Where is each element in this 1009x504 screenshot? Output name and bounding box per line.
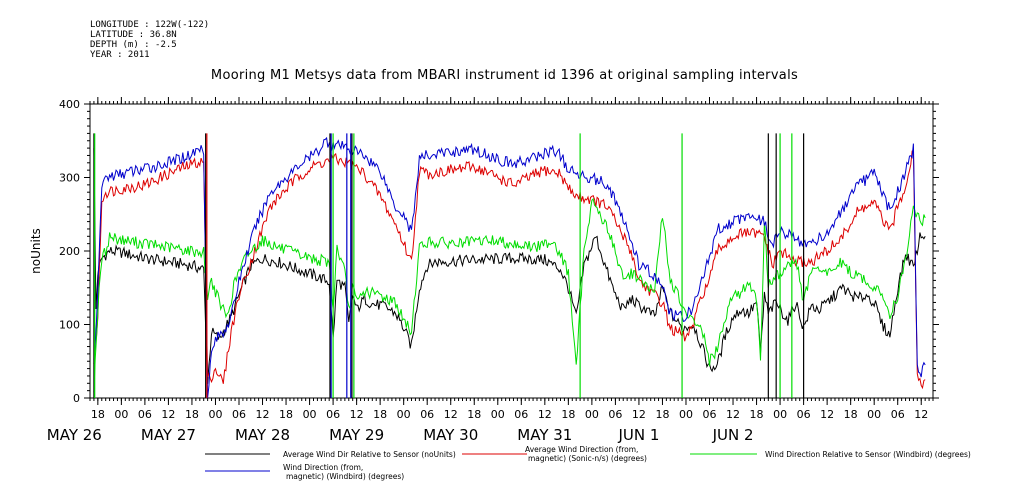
series-line <box>93 148 926 384</box>
x-tick-label: 06 <box>514 408 528 421</box>
plot-frame <box>89 103 934 399</box>
x-date-label: JUN 2 <box>712 426 754 444</box>
legend-label-line2: magnetic) (Windbird) (degrees) <box>286 472 404 481</box>
legend: Average Wind Dir Relative to Sensor (noU… <box>205 445 971 481</box>
x-tick-label: 12 <box>914 408 928 421</box>
depth-text: DEPTH (m) : -2.5 <box>90 40 177 50</box>
x-date-label: MAY 29 <box>329 426 384 444</box>
y-tick-label: 0 <box>73 392 80 405</box>
year-text: YEAR : 2011 <box>90 50 150 60</box>
series-layer <box>93 133 926 399</box>
x-tick-label: 06 <box>608 408 622 421</box>
legend-label: Average Wind Dir Relative to Sensor (noU… <box>283 450 456 459</box>
series-line <box>93 136 926 399</box>
x-tick-label: 18 <box>185 408 199 421</box>
x-tick-label: 00 <box>397 408 411 421</box>
y-tick-label: 400 <box>59 98 80 111</box>
x-tick-label: 18 <box>91 408 105 421</box>
x-tick-label: 06 <box>420 408 434 421</box>
x-tick-label: 12 <box>632 408 646 421</box>
legend-label: Wind Direction Relative to Sensor (Windb… <box>765 450 971 459</box>
y-tick-label: 300 <box>59 172 80 185</box>
latitude-text: LATITUDE : 36.8N <box>90 30 177 40</box>
x-tick-label: 12 <box>350 408 364 421</box>
chart-title: Mooring M1 Metsys data from MBARI instru… <box>210 68 799 83</box>
x-tick-label: 06 <box>138 408 152 421</box>
x-date-label: MAY 26 <box>47 426 102 444</box>
x-tick-label: 12 <box>820 408 834 421</box>
x-tick-label: 18 <box>467 408 481 421</box>
x-tick-label: 06 <box>891 408 905 421</box>
x-tick-label: 12 <box>161 408 175 421</box>
x-tick-label: 00 <box>491 408 505 421</box>
x-date-label: JUN 1 <box>617 426 659 444</box>
x-tick-label: 00 <box>773 408 787 421</box>
y-axis-label: noUnits <box>29 228 43 274</box>
x-tick-label: 00 <box>867 408 881 421</box>
x-tick-label: 00 <box>585 408 599 421</box>
x-date-label: MAY 31 <box>517 426 572 444</box>
x-tick-label: 18 <box>279 408 293 421</box>
x-tick-label: 06 <box>232 408 246 421</box>
x-tick-label: 18 <box>373 408 387 421</box>
y-tick-label: 200 <box>59 245 80 258</box>
x-tick-label: 06 <box>797 408 811 421</box>
x-tick-label: 00 <box>679 408 693 421</box>
x-tick-label: 18 <box>655 408 669 421</box>
x-tick-label: 06 <box>703 408 717 421</box>
metadata-block: LONGITUDE : 122W(-122) LATITUDE : 36.8N … <box>90 20 209 60</box>
x-date-label: MAY 27 <box>141 426 196 444</box>
legend-label: Wind Direction (from, <box>283 463 363 472</box>
x-tick-label: 12 <box>444 408 458 421</box>
chart-axes: 0 100 200 300 400 noUnits 18 00 06 12 18 00 06 12 18 00… <box>29 97 939 444</box>
series-line <box>93 149 926 390</box>
y-tick-label: 100 <box>59 319 80 332</box>
x-tick-label: 00 <box>208 408 222 421</box>
legend-label: Average Wind Direction (from, <box>525 445 638 454</box>
x-tick-label: 00 <box>303 408 317 421</box>
series-line <box>93 197 926 393</box>
x-tick-label: 18 <box>750 408 764 421</box>
longitude-text: LONGITUDE : 122W(-122) <box>90 20 210 30</box>
x-tick-label: 06 <box>326 408 340 421</box>
x-tick-label: 12 <box>538 408 552 421</box>
x-tick-label: 18 <box>844 408 858 421</box>
x-tick-label: 00 <box>114 408 128 421</box>
x-date-label: MAY 28 <box>235 426 290 444</box>
x-tick-label: 18 <box>561 408 575 421</box>
x-tick-label: 12 <box>726 408 740 421</box>
x-date-label: MAY 30 <box>423 426 478 444</box>
legend-label-line2: magnetic) (Sonic-n/s) (degrees) <box>528 454 647 463</box>
x-tick-label: 12 <box>256 408 270 421</box>
